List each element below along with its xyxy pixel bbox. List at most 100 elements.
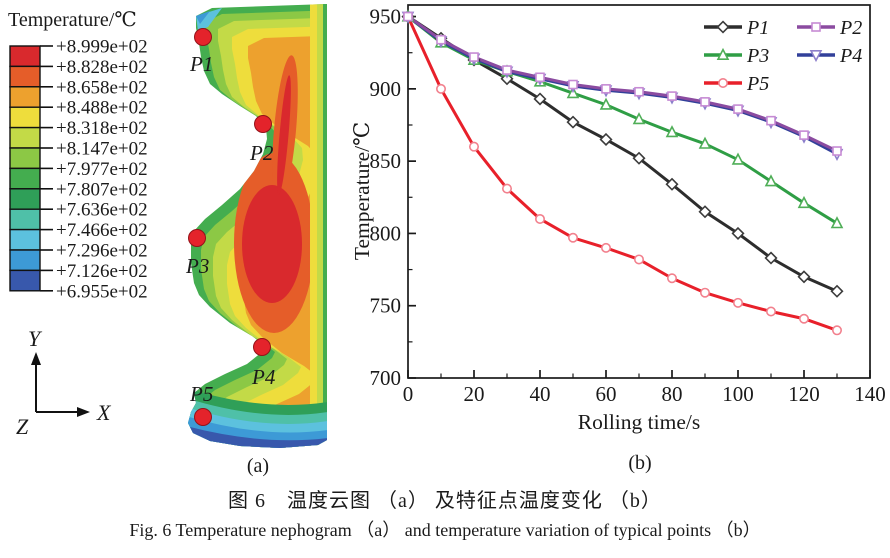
series-marker-P1 [764, 251, 778, 265]
colorbar-swatch [9, 126, 41, 149]
y-tick-label: 900 [370, 77, 402, 101]
point-label-P4: P4 [251, 365, 276, 389]
series-marker-P5 [699, 287, 710, 298]
series-marker-P5 [568, 232, 579, 243]
series-marker-P2 [667, 91, 677, 101]
colorbar-swatch [9, 106, 41, 129]
colorbar-swatch [9, 147, 41, 170]
series-marker-P2 [733, 104, 743, 114]
y-axis-arrowhead-icon [31, 352, 41, 365]
colorbar-tick-label: +7.977e+02 [56, 159, 148, 180]
series-marker-P3 [731, 152, 745, 165]
triad-x-label: X [96, 400, 112, 425]
point-marker-P4 [253, 338, 271, 356]
series-marker-P2 [700, 97, 710, 107]
colorbar-swatch [9, 249, 41, 272]
series-marker-P3 [797, 195, 811, 209]
series-line-P2 [407, 15, 838, 153]
x-tick-label: 120 [788, 382, 820, 406]
point-marker-P1 [194, 28, 212, 46]
colorbar-swatch [9, 167, 41, 190]
contour-band [196, 8, 222, 31]
series-marker-P5 [601, 242, 612, 253]
colorbar-swatch [9, 86, 41, 108]
series-marker-P3 [665, 125, 679, 138]
series-marker-P1 [665, 177, 679, 191]
series-marker-P2 [502, 65, 512, 75]
series-marker-P1 [830, 284, 844, 298]
coordinate-triad: Y X Z [16, 326, 112, 439]
legend-marker-P2 [811, 22, 821, 32]
x-tick-label: 140 [854, 382, 886, 406]
point-marker-P2 [254, 115, 272, 133]
colorbar-swatch [9, 188, 41, 210]
legend-marker-P3 [716, 47, 730, 60]
legend-label-P2: P2 [839, 17, 862, 39]
contour-band [188, 426, 327, 448]
legend-label-P1: P1 [746, 17, 769, 39]
series-line-P4 [407, 15, 838, 156]
series-marker-P2 [469, 52, 479, 62]
point-label-P2: P2 [249, 141, 274, 165]
colorbar-tick-label: +7.126e+02 [56, 261, 148, 282]
series-marker-P1 [731, 226, 745, 240]
colorbar-tick-label: +8.658e+02 [56, 77, 148, 98]
contour-band [277, 75, 291, 195]
legend-marker-P5 [717, 78, 728, 89]
point-marker-P3 [188, 229, 206, 247]
point-label-P3: P3 [185, 254, 209, 278]
contour-band [310, 4, 317, 448]
series-marker-P2 [601, 84, 611, 94]
series-marker-P1 [698, 205, 712, 219]
colorbar-swatch [9, 269, 41, 292]
series-marker-P1 [533, 92, 547, 106]
series-marker-P3 [632, 112, 646, 125]
x-tick-label: 60 [596, 382, 617, 406]
contour-band [323, 4, 327, 448]
y-tick-label: 750 [370, 294, 402, 318]
contour-band [188, 416, 327, 448]
x-axis-title: Rolling time/s [578, 410, 700, 434]
colorbar-title: Temperature/℃ [8, 9, 137, 31]
colorbar-swatch [9, 208, 41, 231]
point-marker-P5 [194, 408, 212, 426]
legend-label-P5: P5 [746, 73, 769, 95]
point-label-P1: P1 [189, 52, 213, 76]
legend-marker-P1 [716, 20, 730, 34]
colorbar-tick-label: +8.147e+02 [56, 139, 148, 160]
legend-label-P3: P3 [746, 45, 769, 67]
temperature-colorbar: Temperature/℃ +8.999e+02+8.828e+02+8.658e… [8, 9, 148, 302]
temperature-nephogram: P1 P2 P3 P4 P5 [185, 4, 327, 448]
series-marker-P5 [732, 297, 743, 308]
series-marker-P1 [797, 270, 811, 284]
panel-a-label: (a) [246, 455, 270, 477]
caption-chinese: 图 6 温度云图 （a） 及特征点温度变化 （b） [228, 490, 662, 512]
series-marker-P5 [633, 254, 644, 265]
contour-band [196, 11, 210, 24]
contour-points: P1 P2 P3 P4 P5 [185, 28, 276, 426]
colorbar-tick-label: +6.955e+02 [56, 281, 148, 302]
colorbar-swatch [9, 65, 41, 88]
colorbar-tick-label: +8.828e+02 [56, 57, 148, 78]
colorbar-swatch [9, 228, 41, 251]
y-tick-label: 850 [370, 149, 402, 173]
panel-b-label: (b) [628, 452, 652, 474]
colorbar-tick-label: +8.318e+02 [56, 118, 148, 139]
legend-label-P4: P4 [839, 45, 862, 67]
x-tick-label: 20 [464, 382, 485, 406]
x-axis-arrowhead-icon [77, 407, 90, 417]
series-marker-P3 [764, 174, 778, 187]
colorbar-tick-label: +8.999e+02 [56, 37, 148, 58]
series-marker-P3 [599, 97, 613, 110]
y-tick-label: 700 [370, 366, 402, 390]
series-marker-P5 [535, 213, 546, 224]
series-marker-P3 [698, 136, 712, 149]
y-tick-label: 800 [370, 221, 402, 245]
series-marker-P2 [766, 115, 776, 126]
series-marker-P5 [436, 83, 447, 94]
series-marker-P2 [568, 79, 578, 90]
colorbar-tick-label: +7.296e+02 [56, 241, 148, 262]
series-marker-P2 [634, 86, 644, 97]
contour-band [317, 4, 323, 448]
legend-marker-P4 [809, 50, 823, 63]
